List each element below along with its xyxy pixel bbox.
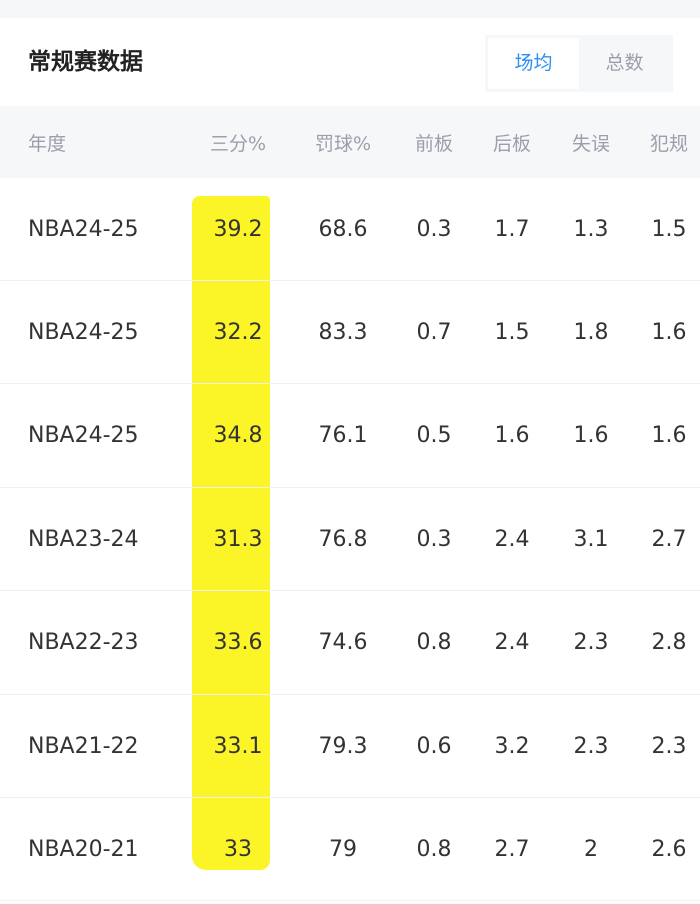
cell-season: NBA24-25	[28, 319, 139, 345]
toggle-total[interactable]: 总数	[605, 52, 644, 74]
cell-off-reb: 0.7	[416, 319, 452, 345]
cell-off-reb: 0.3	[416, 526, 452, 552]
cell-turnovers: 3.1	[573, 526, 609, 552]
cell-season: NBA22-23	[28, 630, 139, 656]
cell-season: NBA23-24	[28, 526, 139, 552]
column-header-season: 年度	[28, 132, 67, 155]
cell-season: NBA24-25	[28, 216, 139, 242]
column-header-off-reb: 前板	[414, 132, 454, 155]
cell-fouls: 1.5	[651, 216, 687, 242]
cell-turnovers: 1.8	[573, 319, 609, 345]
table-row[interactable]: NBA21-22 33.1 79.3 0.6 3.2 2.3 2.3	[0, 695, 700, 798]
column-header-ft-pct: 罚球%	[314, 132, 372, 155]
cell-three-pct: 33.6	[213, 630, 263, 656]
cell-def-reb: 1.6	[494, 423, 530, 449]
column-header-turnovers: 失误	[571, 132, 611, 155]
table-row[interactable]: NBA20-21 33 79 0.8 2.7 2 2.6	[0, 798, 700, 902]
cell-three-pct: 39.2	[213, 216, 263, 242]
cell-ft-pct: 76.1	[318, 423, 368, 449]
column-header-fouls: 犯规	[649, 132, 689, 155]
cell-ft-pct: 83.3	[318, 319, 368, 345]
cell-ft-pct: 79.3	[318, 733, 368, 759]
cell-turnovers: 2.3	[573, 630, 609, 656]
cell-ft-pct: 68.6	[318, 216, 368, 242]
cell-off-reb: 0.8	[416, 630, 452, 656]
section-title: 常规赛数据	[28, 49, 143, 75]
table-row[interactable]: NBA24-25 32.2 83.3 0.7 1.5 1.8 1.6	[0, 281, 700, 385]
table-header: 年度 三分% 罚球% 前板 后板 失误 犯规	[0, 106, 700, 178]
toggle-per-game[interactable]: 场均	[488, 38, 579, 89]
top-strip	[0, 0, 700, 18]
stat-mode-toggle: 场均 总数	[485, 35, 673, 92]
cell-ft-pct: 74.6	[318, 630, 368, 656]
cell-def-reb: 1.5	[494, 319, 530, 345]
table-row[interactable]: NBA24-25 39.2 68.6 0.3 1.7 1.3 1.5	[0, 178, 700, 281]
cell-turnovers: 1.6	[573, 423, 609, 449]
cell-ft-pct: 79	[329, 836, 357, 862]
cell-season: NBA21-22	[28, 733, 139, 759]
cell-season: NBA24-25	[28, 423, 139, 449]
cell-off-reb: 0.8	[416, 836, 452, 862]
cell-three-pct: 31.3	[213, 526, 263, 552]
column-header-def-reb: 后板	[492, 132, 532, 155]
cell-off-reb: 0.3	[416, 216, 452, 242]
cell-three-pct: 33.1	[213, 733, 263, 759]
table-row[interactable]: NBA23-24 31.3 76.8 0.3 2.4 3.1 2.7	[0, 488, 700, 592]
cell-fouls: 2.6	[651, 836, 687, 862]
highlight-marker	[192, 196, 270, 870]
cell-three-pct: 32.2	[213, 319, 263, 345]
cell-def-reb: 2.4	[494, 630, 530, 656]
table-row[interactable]: NBA24-25 34.8 76.1 0.5 1.6 1.6 1.6	[0, 385, 700, 488]
cell-fouls: 1.6	[651, 423, 687, 449]
cell-def-reb: 1.7	[494, 216, 530, 242]
cell-fouls: 2.7	[651, 526, 687, 552]
cell-three-pct: 33	[224, 836, 252, 862]
cell-off-reb: 0.6	[416, 733, 452, 759]
cell-ft-pct: 76.8	[318, 526, 368, 552]
cell-turnovers: 2.3	[573, 733, 609, 759]
cell-def-reb: 2.7	[494, 836, 530, 862]
cell-season: NBA20-21	[28, 836, 139, 862]
column-header-three-pct: 三分%	[209, 132, 267, 155]
cell-fouls: 1.6	[651, 319, 687, 345]
cell-turnovers: 2	[584, 836, 598, 862]
cell-def-reb: 2.4	[494, 526, 530, 552]
cell-turnovers: 1.3	[573, 216, 609, 242]
cell-off-reb: 0.5	[416, 423, 452, 449]
cell-fouls: 2.3	[651, 733, 687, 759]
table-row[interactable]: NBA22-23 33.6 74.6 0.8 2.4 2.3 2.8	[0, 592, 700, 695]
cell-def-reb: 3.2	[494, 733, 530, 759]
cell-three-pct: 34.8	[213, 423, 263, 449]
cell-fouls: 2.8	[651, 630, 687, 656]
section-header: 常规赛数据 场均 总数	[0, 18, 700, 106]
